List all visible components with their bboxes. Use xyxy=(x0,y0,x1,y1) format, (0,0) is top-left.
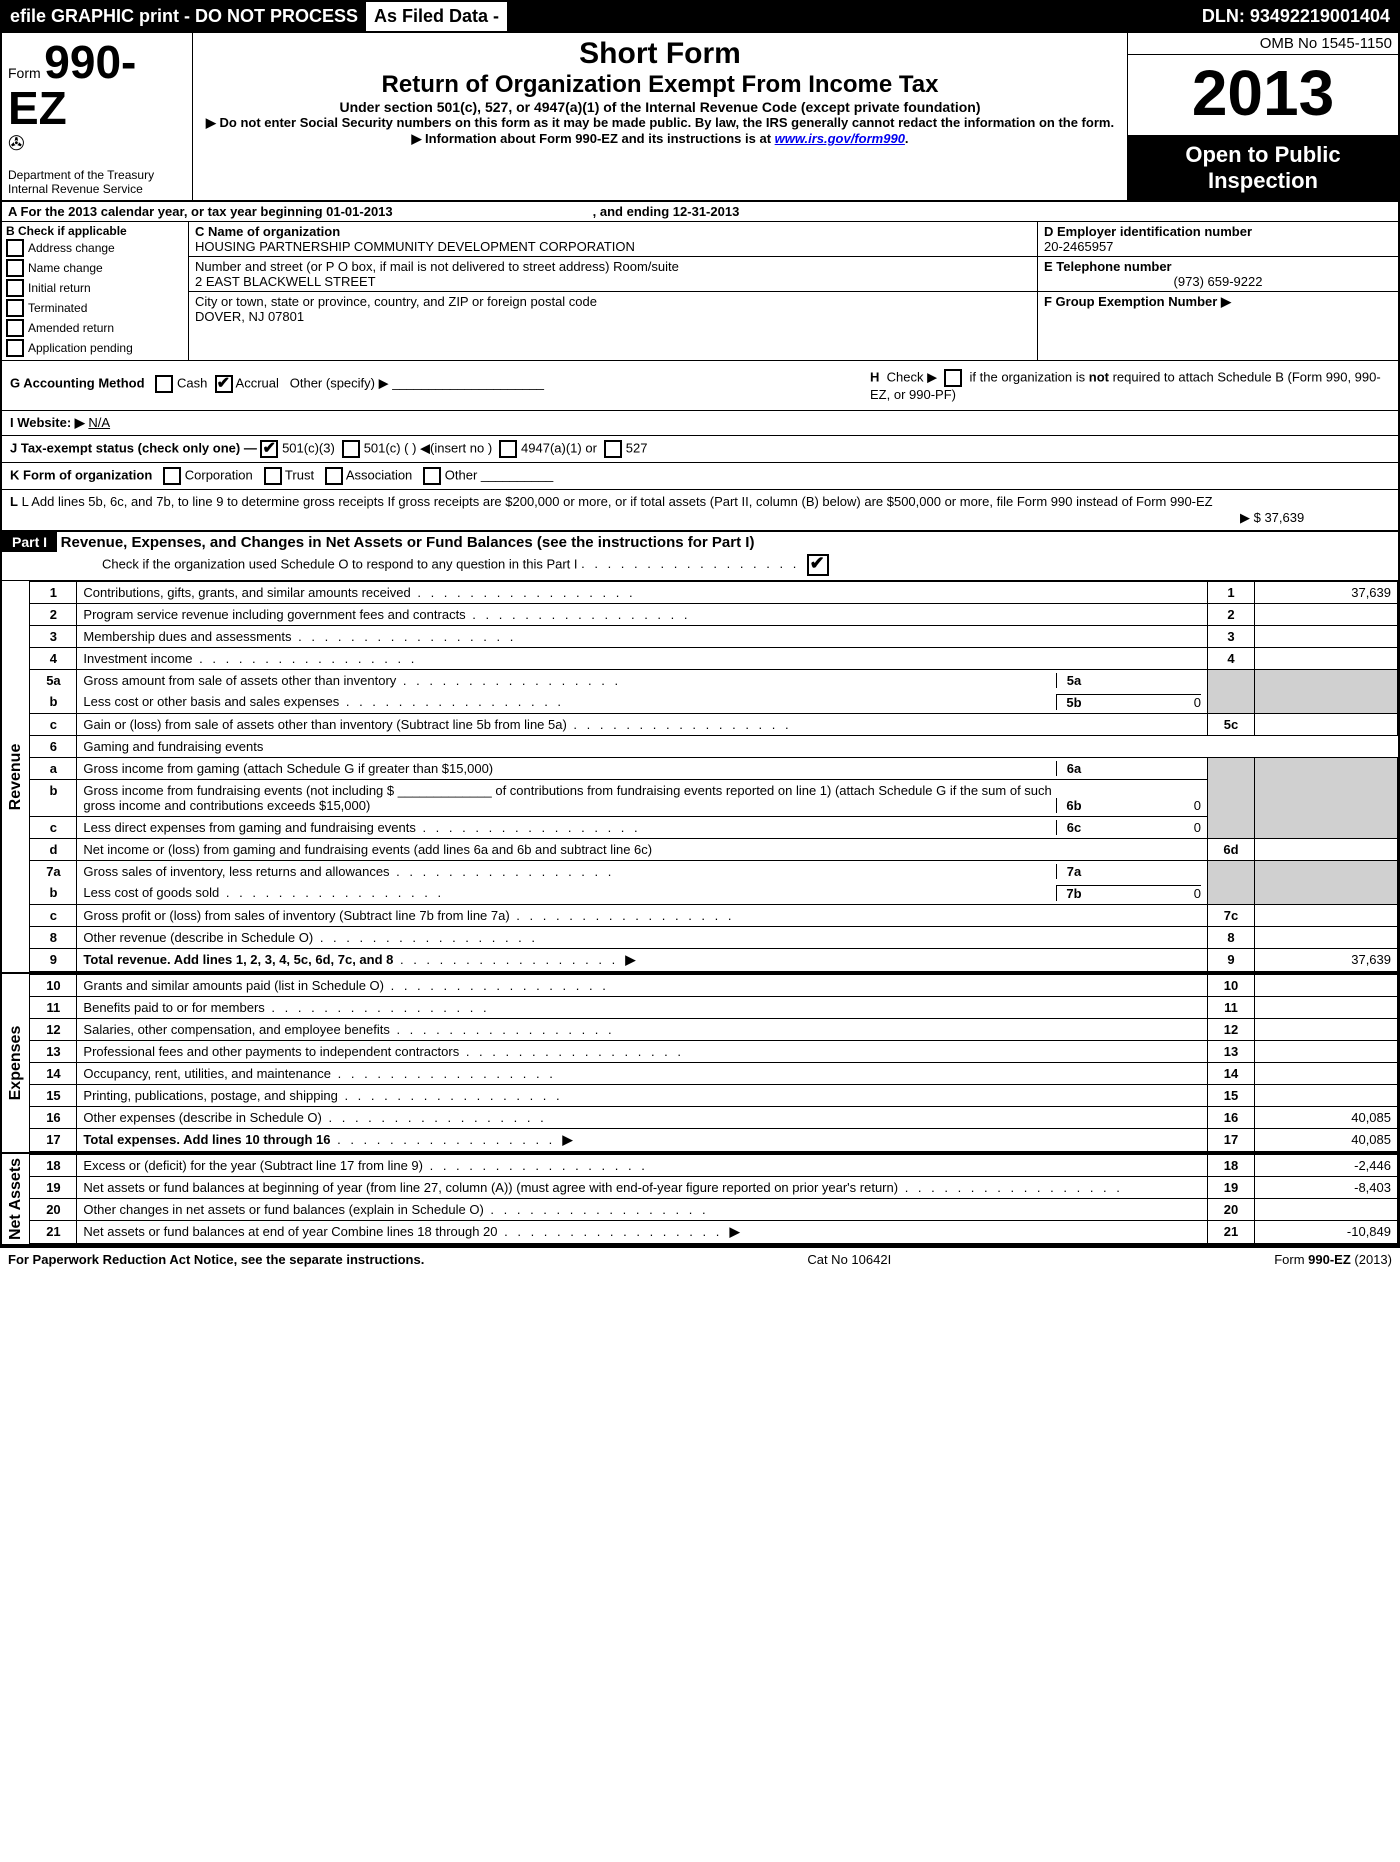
irs-link[interactable]: www.irs.gov/form990 xyxy=(775,131,905,146)
note-ssn: ▶ Do not enter Social Security numbers o… xyxy=(201,115,1119,131)
form-prefix: Form xyxy=(8,65,41,81)
chk-address-change[interactable] xyxy=(6,239,24,257)
topbar-mid: As Filed Data - xyxy=(366,2,527,31)
dept-treasury: Department of the Treasury xyxy=(8,168,154,182)
D-label: D Employer identification number xyxy=(1044,224,1392,239)
row-K: K Form of organization Corporation Trust… xyxy=(2,463,1398,490)
col-DEF: D Employer identification number 20-2465… xyxy=(1037,222,1398,360)
chk-application-pending[interactable] xyxy=(6,339,24,357)
chk-4947a1[interactable] xyxy=(499,440,517,458)
org-name: HOUSING PARTNERSHIP COMMUNITY DEVELOPMEN… xyxy=(195,239,1031,254)
netassets-table: 18Excess or (deficit) for the year (Subt… xyxy=(30,1154,1398,1244)
L-amount: ▶ $ 37,639 xyxy=(1240,494,1390,526)
expenses-section: Expenses 10Grants and similar amounts pa… xyxy=(2,974,1398,1154)
form-number-box: Form 990-EZ ✇ Department of the Treasury… xyxy=(2,33,193,200)
side-expenses: Expenses xyxy=(2,974,30,1152)
ein-value: 20-2465957 xyxy=(1044,239,1392,254)
side-netassets: Net Assets xyxy=(2,1154,30,1244)
org-street: 2 EAST BLACKWELL STREET xyxy=(195,274,1031,289)
partI-header: Part I Revenue, Expenses, and Changes in… xyxy=(2,532,1398,581)
footer-left: For Paperwork Reduction Act Notice, see … xyxy=(8,1252,424,1267)
B-title: B Check if applicable xyxy=(6,224,184,238)
note-info: ▶ Information about Form 990-EZ and its … xyxy=(201,131,1119,147)
website-value: N/A xyxy=(88,415,110,430)
C-name-label: C Name of organization xyxy=(195,224,1031,239)
chk-schedO[interactable] xyxy=(807,554,829,576)
dept-irs: Internal Revenue Service xyxy=(8,182,154,196)
C-street-label: Number and street (or P O box, if mail i… xyxy=(195,259,1031,274)
row-A: A For the 2013 calendar year, or tax yea… xyxy=(2,202,1398,222)
open-public: Open to Public Inspection xyxy=(1128,136,1398,200)
form-subtitle: Under section 501(c), 527, or 4947(a)(1)… xyxy=(201,99,1119,115)
chk-name-change[interactable] xyxy=(6,259,24,277)
chk-initial-return[interactable] xyxy=(6,279,24,297)
netassets-section: Net Assets 18Excess or (deficit) for the… xyxy=(2,1154,1398,1246)
topbar-dln: DLN: 93492219001404 xyxy=(1194,2,1398,31)
chk-cash[interactable] xyxy=(155,375,173,393)
revenue-section: Revenue 1Contributions, gifts, grants, a… xyxy=(2,581,1398,974)
efile-topbar: efile GRAPHIC print - DO NOT PROCESS As … xyxy=(0,0,1400,33)
chk-501c3[interactable] xyxy=(260,440,278,458)
side-revenue: Revenue xyxy=(2,581,30,972)
chk-amended-return[interactable] xyxy=(6,319,24,337)
section-BCDEF: B Check if applicable Address change Nam… xyxy=(2,222,1398,361)
omb-number: OMB No 1545-1150 xyxy=(1128,33,1398,55)
col-B: B Check if applicable Address change Nam… xyxy=(2,222,189,360)
chk-terminated[interactable] xyxy=(6,299,24,317)
footer: For Paperwork Reduction Act Notice, see … xyxy=(0,1248,1400,1271)
row-GH: G Accounting Method Cash Accrual Other (… xyxy=(2,361,1398,411)
chk-501c[interactable] xyxy=(342,440,360,458)
E-label: E Telephone number xyxy=(1044,259,1392,274)
chk-H[interactable] xyxy=(944,369,962,387)
expenses-table: 10Grants and similar amounts paid (list … xyxy=(30,974,1398,1152)
C-city-label: City or town, state or province, country… xyxy=(195,294,1031,309)
chk-other[interactable] xyxy=(423,467,441,485)
chk-accrual[interactable] xyxy=(215,375,233,393)
row-L: L L Add lines 5b, 6c, and 7b, to line 9 … xyxy=(2,490,1398,532)
footer-mid: Cat No 10642I xyxy=(807,1252,891,1267)
partI-label: Part I xyxy=(2,532,57,552)
footer-right: Form 990-EZ (2013) xyxy=(1274,1252,1392,1267)
chk-assoc[interactable] xyxy=(325,467,343,485)
chk-corp[interactable] xyxy=(163,467,181,485)
chk-527[interactable] xyxy=(604,440,622,458)
topbar-left: efile GRAPHIC print - DO NOT PROCESS xyxy=(2,2,366,31)
revenue-table: 1Contributions, gifts, grants, and simil… xyxy=(30,581,1398,972)
chk-trust[interactable] xyxy=(264,467,282,485)
phone-value: (973) 659-9222 xyxy=(1044,274,1392,289)
form-header: Form 990-EZ ✇ Department of the Treasury… xyxy=(2,33,1398,202)
form-number: 990-EZ xyxy=(8,36,136,134)
F-label: F Group Exemption Number xyxy=(1044,294,1217,309)
year-box: OMB No 1545-1150 2013 Open to Public Ins… xyxy=(1127,33,1398,200)
col-C: C Name of organization HOUSING PARTNERSH… xyxy=(189,222,1037,360)
form-title: Return of Organization Exempt From Incom… xyxy=(201,71,1119,99)
row-J: J Tax-exempt status (check only one) — 5… xyxy=(2,436,1398,463)
form-title-box: Short Form Return of Organization Exempt… xyxy=(193,33,1127,200)
org-city: DOVER, NJ 07801 xyxy=(195,309,1031,324)
row-I: I Website: ▶ N/A xyxy=(2,411,1398,436)
tax-year: 2013 xyxy=(1128,55,1398,136)
short-form: Short Form xyxy=(201,37,1119,71)
